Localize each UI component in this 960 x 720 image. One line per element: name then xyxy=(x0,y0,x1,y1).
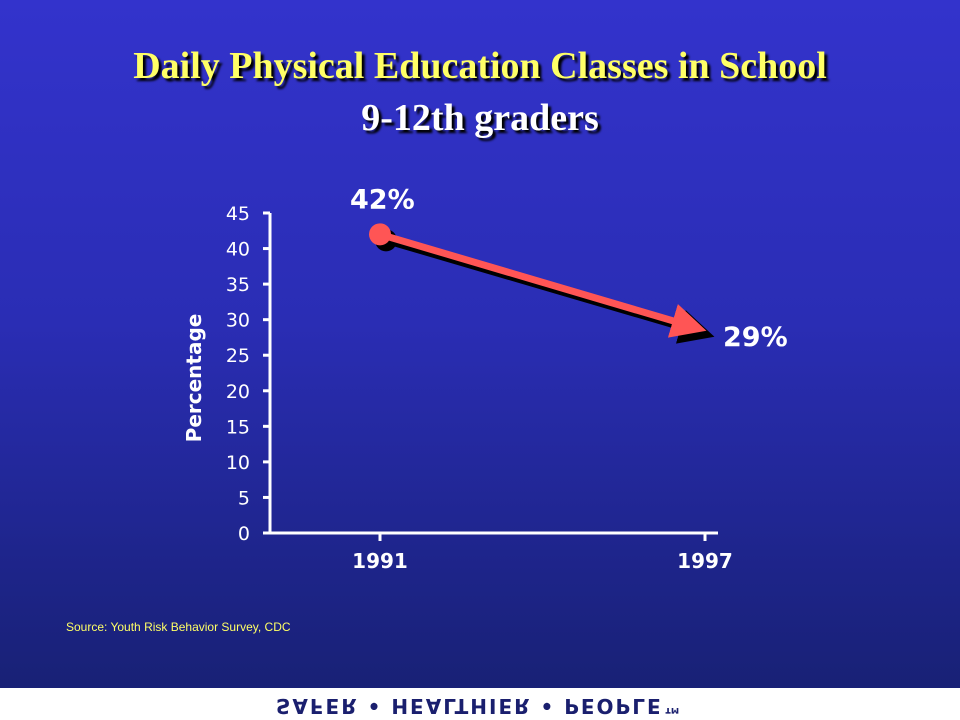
footer-tagline: SAFER • HEALTHIER • PEOPLE™ xyxy=(276,694,685,718)
series-line-shadow xyxy=(385,236,715,344)
data-point-1991 xyxy=(369,223,391,246)
y-tick-label: 30 xyxy=(226,310,250,332)
y-tick-label: 35 xyxy=(226,274,250,296)
y-tick-label: 45 xyxy=(226,203,250,225)
x-category-label: 1997 xyxy=(677,549,733,573)
source-note: Source: Youth Risk Behavior Survey, CDC xyxy=(66,620,291,634)
x-axis-categories: 1991 1997 xyxy=(352,533,733,573)
slide-subtitle: 9-12th graders xyxy=(361,97,599,139)
y-tick-label: 20 xyxy=(226,381,250,403)
chart-axes xyxy=(268,213,718,535)
x-category-label: 1991 xyxy=(352,549,408,573)
y-tick-label: 25 xyxy=(226,345,250,367)
slide-title: Daily Physical Education Classes in Scho… xyxy=(133,45,827,87)
y-axis-ticks: 0 5 10 15 20 25 30 35 40 45 xyxy=(226,203,270,545)
y-axis-title: Percentage xyxy=(182,314,206,443)
y-tick-label: 15 xyxy=(226,416,250,438)
y-tick-label: 0 xyxy=(238,523,250,545)
data-label-1997: 29% xyxy=(723,322,788,353)
y-tick-label: 40 xyxy=(226,239,250,261)
series-line-segment xyxy=(379,230,707,338)
data-label-1991: 42% xyxy=(350,184,415,215)
y-tick-label: 5 xyxy=(238,487,250,509)
series-line: 42% 29% xyxy=(350,184,788,352)
footer-bar: SAFER • HEALTHIER • PEOPLE™ xyxy=(0,688,960,720)
y-tick-label: 10 xyxy=(226,452,250,474)
